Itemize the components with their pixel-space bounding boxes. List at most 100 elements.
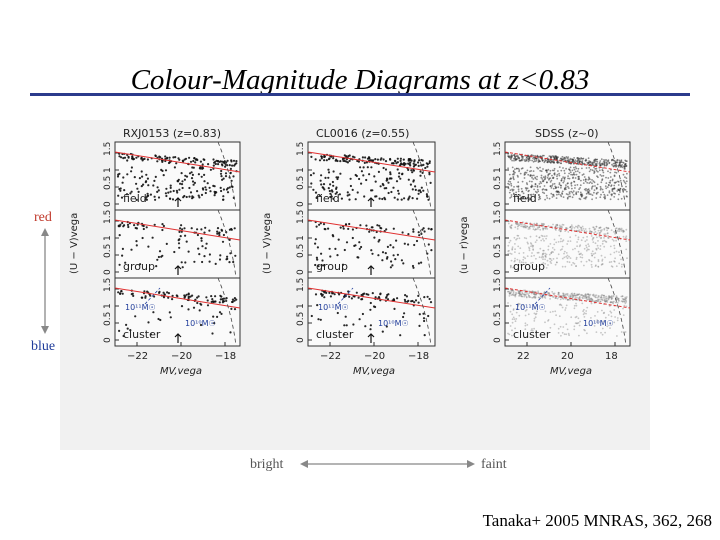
- galaxy-point: [200, 193, 204, 196]
- galaxy-point: [561, 155, 564, 158]
- galaxy-point: [557, 327, 560, 330]
- galaxy-point: [530, 170, 533, 172]
- galaxy-point: [221, 240, 225, 243]
- galaxy-point: [513, 318, 516, 320]
- galaxy-point: [332, 157, 335, 160]
- galaxy-point: [607, 177, 610, 179]
- galaxy-point: [528, 247, 531, 250]
- galaxy-point: [602, 167, 604, 169]
- galaxy-point: [597, 259, 600, 261]
- galaxy-point: [228, 164, 231, 167]
- galaxy-point: [553, 172, 556, 175]
- galaxy-point: [219, 172, 223, 175]
- galaxy-point: [547, 174, 549, 177]
- galaxy-point: [427, 314, 430, 318]
- galaxy-point: [559, 230, 562, 233]
- galaxy-point: [608, 190, 611, 192]
- galaxy-point: [553, 248, 556, 251]
- galaxy-point: [336, 159, 339, 163]
- galaxy-point: [167, 191, 170, 194]
- galaxy-point: [348, 222, 351, 226]
- galaxy-point: [554, 263, 557, 266]
- galaxy-point: [423, 334, 426, 337]
- magnitude-limit-curve: [412, 209, 432, 279]
- galaxy-point: [524, 324, 527, 327]
- galaxy-point: [585, 249, 588, 252]
- galaxy-point: [573, 325, 576, 328]
- galaxy-point: [376, 224, 379, 227]
- x-tick-label: −20: [171, 351, 192, 362]
- galaxy-point: [547, 248, 550, 251]
- galaxy-point: [327, 171, 331, 174]
- galaxy-point: [201, 166, 204, 169]
- galaxy-point: [624, 176, 626, 178]
- galaxy-point: [543, 249, 545, 252]
- galaxy-point: [371, 292, 374, 295]
- galaxy-point: [578, 171, 581, 174]
- galaxy-point: [519, 247, 522, 250]
- galaxy-point: [613, 192, 615, 195]
- galaxy-point: [568, 334, 570, 337]
- galaxy-point: [596, 236, 598, 239]
- galaxy-point: [590, 299, 593, 302]
- galaxy-point: [617, 188, 619, 191]
- galaxy-point: [514, 248, 516, 251]
- galaxy-point: [392, 186, 395, 189]
- galaxy-point: [420, 232, 423, 235]
- galaxy-point: [581, 302, 584, 305]
- galaxy-point: [358, 318, 361, 321]
- galaxy-point: [365, 293, 368, 296]
- y-tick-label: 1.5: [493, 278, 503, 292]
- galaxy-point: [169, 197, 172, 200]
- galaxy-point: [573, 157, 575, 159]
- galaxy-point: [600, 254, 603, 257]
- galaxy-point: [613, 196, 616, 198]
- galaxy-point: [517, 245, 520, 248]
- galaxy-point: [575, 265, 577, 267]
- galaxy-point: [342, 159, 345, 162]
- galaxy-point: [609, 310, 612, 313]
- galaxy-point: [558, 182, 561, 184]
- galaxy-point: [599, 188, 602, 191]
- galaxy-point: [232, 260, 235, 264]
- galaxy-point: [219, 294, 222, 297]
- galaxy-point: [423, 319, 426, 323]
- galaxy-point: [361, 298, 364, 301]
- galaxy-point: [620, 331, 623, 333]
- galaxy-point: [557, 291, 560, 294]
- galaxy-point: [534, 177, 537, 180]
- galaxy-point: [181, 228, 184, 231]
- galaxy-point: [407, 197, 410, 200]
- galaxy-point: [600, 158, 603, 161]
- galaxy-point: [402, 158, 405, 161]
- galaxy-point: [369, 328, 372, 331]
- galaxy-point: [585, 294, 588, 297]
- galaxy-point: [574, 322, 577, 324]
- galaxy-point: [555, 261, 558, 264]
- galaxy-point: [579, 244, 582, 247]
- galaxy-point: [329, 195, 332, 199]
- galaxy-point: [601, 169, 604, 172]
- galaxy-point: [233, 227, 236, 230]
- galaxy-point: [598, 235, 601, 238]
- galaxy-point: [208, 260, 211, 263]
- galaxy-point: [596, 244, 599, 247]
- galaxy-point: [531, 159, 533, 162]
- galaxy-point: [200, 239, 203, 242]
- galaxy-point: [191, 294, 194, 297]
- galaxy-point: [610, 159, 613, 162]
- galaxy-point: [584, 180, 587, 183]
- galaxy-point: [426, 163, 429, 166]
- galaxy-point: [524, 322, 527, 325]
- galaxy-point: [183, 294, 186, 297]
- galaxy-point: [126, 173, 129, 176]
- galaxy-point: [521, 157, 524, 160]
- galaxy-point: [573, 294, 575, 297]
- galaxy-point: [166, 291, 169, 294]
- galaxy-point: [164, 169, 168, 172]
- galaxy-point: [593, 159, 596, 162]
- galaxy-point: [558, 234, 561, 237]
- galaxy-point: [407, 168, 410, 171]
- galaxy-point: [606, 194, 609, 196]
- galaxy-point: [122, 176, 125, 179]
